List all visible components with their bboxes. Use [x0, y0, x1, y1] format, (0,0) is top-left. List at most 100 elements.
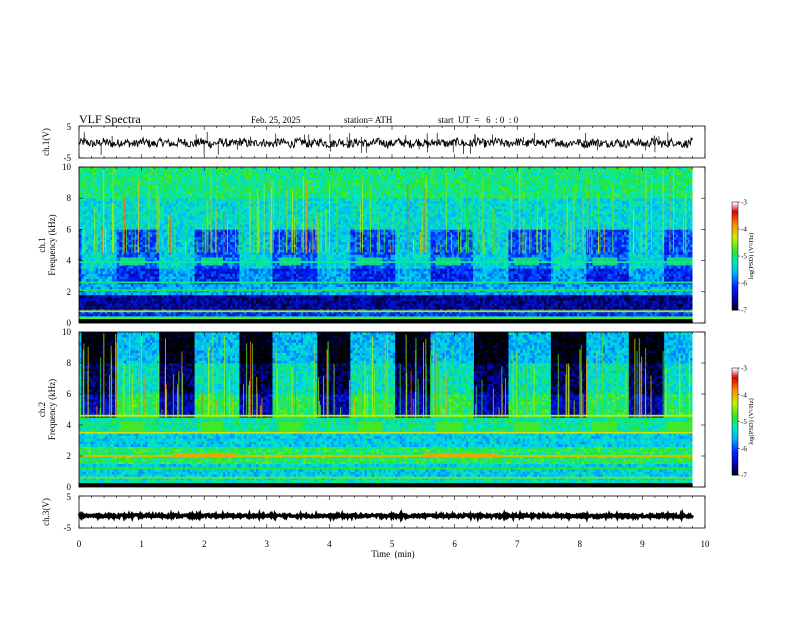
spectrogram-cell: [213, 298, 216, 301]
spectrogram-cell: [631, 284, 634, 287]
spectrogram-cell: [188, 276, 191, 279]
spectrogram-cell: [461, 306, 464, 309]
spectrogram-cell: [324, 306, 327, 309]
spectrogram-cell: [195, 298, 198, 301]
spectrogram-cell: [579, 306, 582, 309]
spectrogram-cell: [471, 301, 474, 304]
spectrogram-cell: [98, 287, 101, 290]
spectrogram-cell: [419, 276, 422, 279]
spectrogram-cell: [225, 279, 228, 282]
spectrogram-cell: [329, 298, 332, 301]
spectrogram-cell: [164, 306, 167, 309]
spectrogram-cell: [619, 292, 622, 295]
spectrogram-cell: [464, 298, 467, 301]
spectrogram-cell: [643, 295, 646, 298]
spectrogram-cell: [98, 298, 101, 301]
spectrogram-cell: [195, 284, 198, 287]
spectrogram-cell: [331, 298, 334, 301]
spectrogram-cell: [652, 287, 655, 290]
spectrogram-cell: [346, 284, 349, 287]
spectrogram-cell: [367, 284, 370, 287]
spectrogram-cell: [136, 279, 139, 282]
spectrogram-cell: [612, 306, 615, 309]
spectrogram-cell: [360, 276, 363, 279]
spectrogram-cell: [598, 306, 601, 309]
spectrogram-cell: [254, 295, 257, 298]
spectrogram-cell: [131, 306, 134, 309]
spectrogram-cell: [339, 301, 342, 304]
spectrogram-cell: [398, 295, 401, 298]
spectrogram-cell: [372, 295, 375, 298]
spectrogram-cell: [282, 303, 285, 306]
spectrogram-cell: [445, 298, 448, 301]
spectrogram-cell: [492, 287, 495, 290]
spectrogram-cell: [100, 301, 103, 304]
spectrogram-cell: [93, 287, 96, 290]
spectrogram-cell: [676, 295, 679, 298]
spectrogram-cell: [296, 301, 299, 304]
spectrogram-cell: [190, 303, 193, 306]
spectrogram-cell: [688, 303, 691, 306]
spectrogram-cell: [438, 303, 441, 306]
spectrogram-cell: [688, 284, 691, 287]
spectrogram-cell: [532, 287, 535, 290]
spectrogram-cell: [579, 295, 582, 298]
spectrogram-cell: [633, 284, 636, 287]
spectrogram-cell: [91, 298, 94, 301]
spectrogram-cell: [395, 279, 398, 282]
spectrogram-cell: [480, 306, 483, 309]
spectrogram-cell: [216, 301, 219, 304]
spectrogram-cell: [155, 279, 158, 282]
spectrogram-cell: [655, 292, 658, 295]
spectrogram-cell: [615, 279, 618, 282]
spectrogram-cell: [216, 284, 219, 287]
spectrogram-cell: [452, 301, 455, 304]
spectrogram-cell: [277, 276, 280, 279]
spectrogram-cell: [294, 314, 297, 317]
spectrogram-cell: [197, 314, 200, 317]
spectrogram-cell: [553, 303, 556, 306]
spectrogram-cell: [523, 306, 526, 309]
spectrogram-cell: [84, 298, 87, 301]
spectrogram-cell: [622, 298, 625, 301]
spectrogram-cell: [374, 284, 377, 287]
spectrogram-cell: [615, 314, 618, 317]
spectrogram-cell: [171, 279, 174, 282]
spectrogram-cell: [556, 303, 559, 306]
spectrogram-cell: [131, 276, 134, 279]
spectrogram-cell: [527, 292, 530, 295]
spectrogram-cell: [263, 276, 266, 279]
spectrogram-cell: [136, 295, 139, 298]
spectrogram-cell: [657, 303, 660, 306]
spectrogram-cell: [317, 303, 320, 306]
spectrogram-cell: [270, 303, 273, 306]
spectrogram-cell: [213, 279, 216, 282]
spectrogram-cell: [98, 303, 101, 306]
spectrogram-cell: [211, 287, 214, 290]
spectrogram-cell: [223, 306, 226, 309]
spectrogram-cell: [129, 301, 132, 304]
spectrogram-cell: [268, 298, 271, 301]
spectrogram-cell: [539, 279, 542, 282]
spectrogram-cell: [478, 284, 481, 287]
spectrogram-cell: [395, 298, 398, 301]
spectrogram-cell: [541, 287, 544, 290]
spectrogram-cell: [284, 295, 287, 298]
spectrogram-cell: [648, 306, 651, 309]
spectrogram-cell: [504, 298, 507, 301]
spectrogram-cell: [690, 301, 693, 304]
spectrogram-cell: [339, 287, 342, 290]
spectrogram-cell: [124, 292, 127, 295]
spectrogram-cell: [169, 284, 172, 287]
spectrogram-cell: [263, 284, 266, 287]
spectrogram-cell: [329, 284, 332, 287]
spectrogram-cell: [124, 306, 127, 309]
spectrogram-cell: [402, 301, 405, 304]
spectrogram-cell: [126, 301, 129, 304]
spectrogram-cell: [195, 279, 198, 282]
spectrogram-cell: [478, 306, 481, 309]
spectrogram-cell: [121, 306, 124, 309]
spectrogram-cell: [688, 301, 691, 304]
spectrogram-cell: [395, 303, 398, 306]
spectrogram-cell: [93, 276, 96, 279]
